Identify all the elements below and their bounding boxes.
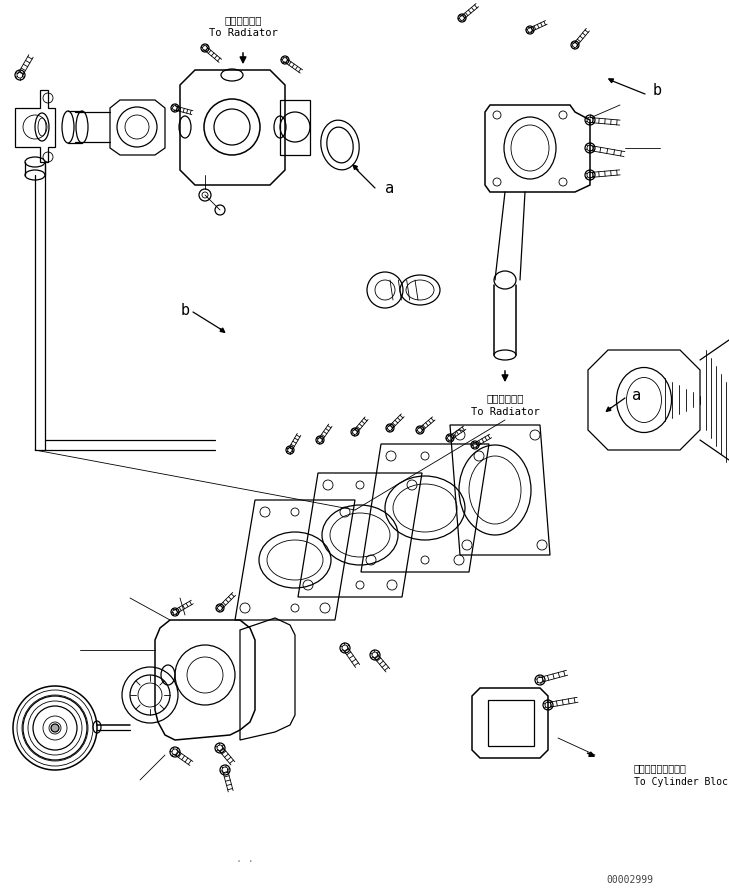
Text: To Cylinder Block: To Cylinder Block xyxy=(634,777,729,787)
Text: ラジエータへ: ラジエータへ xyxy=(225,15,262,25)
Circle shape xyxy=(51,724,59,732)
Text: 00002999: 00002999 xyxy=(607,875,653,885)
Text: To Radiator: To Radiator xyxy=(208,28,277,38)
Text: To Radiator: To Radiator xyxy=(471,407,539,417)
Text: シリンダブロックへ: シリンダブロックへ xyxy=(634,763,687,773)
Text: · ·: · · xyxy=(236,857,254,867)
Text: a: a xyxy=(385,180,394,195)
Text: b: b xyxy=(181,303,190,318)
Bar xyxy=(488,700,534,746)
Text: a: a xyxy=(633,387,642,402)
Text: b: b xyxy=(652,83,661,98)
Text: ラジエータへ: ラジエータへ xyxy=(486,393,523,403)
